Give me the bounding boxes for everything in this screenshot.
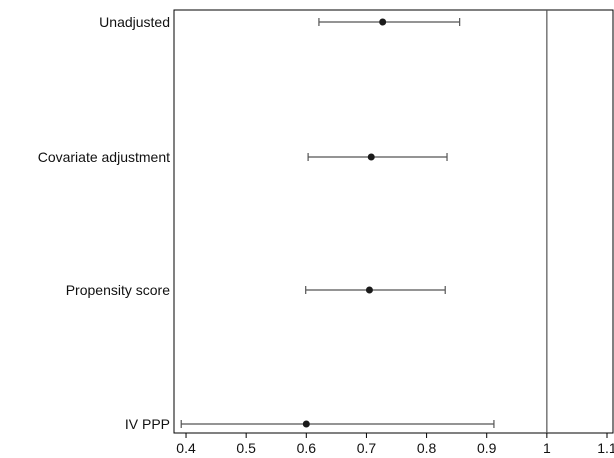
x-tick-label: 0.4 <box>176 440 196 456</box>
plot-border <box>173 9 614 434</box>
estimate-point <box>379 18 387 26</box>
row-label: IV PPP <box>125 416 170 432</box>
estimate-row: Unadjusted <box>99 14 461 30</box>
x-axis: 0.4 0.5 0.6 0.7 0.8 0.9 1 1.1 <box>176 433 614 456</box>
row-label: Covariate adjustment <box>38 149 170 165</box>
estimate-row: Propensity score <box>66 282 446 298</box>
x-tick-label: 0.9 <box>477 440 497 456</box>
estimate-point <box>365 286 373 294</box>
x-tick-label: 0.7 <box>357 440 377 456</box>
x-tick-label: 0.8 <box>417 440 437 456</box>
x-tick-label: 1.1 <box>597 440 614 456</box>
x-tick-label: 1 <box>543 440 551 456</box>
row-label: Propensity score <box>66 282 170 298</box>
estimate-rows: Unadjusted Covariate adjustment Propensity… <box>38 14 495 432</box>
x-tick-label: 0.5 <box>236 440 256 456</box>
estimate-row: IV PPP <box>125 416 495 432</box>
estimate-row: Covariate adjustment <box>38 149 448 165</box>
estimate-point <box>302 420 310 428</box>
plot-frame <box>173 9 614 434</box>
x-tick-label: 0.6 <box>297 440 317 456</box>
estimate-point <box>367 153 375 161</box>
row-label: Unadjusted <box>99 14 170 30</box>
